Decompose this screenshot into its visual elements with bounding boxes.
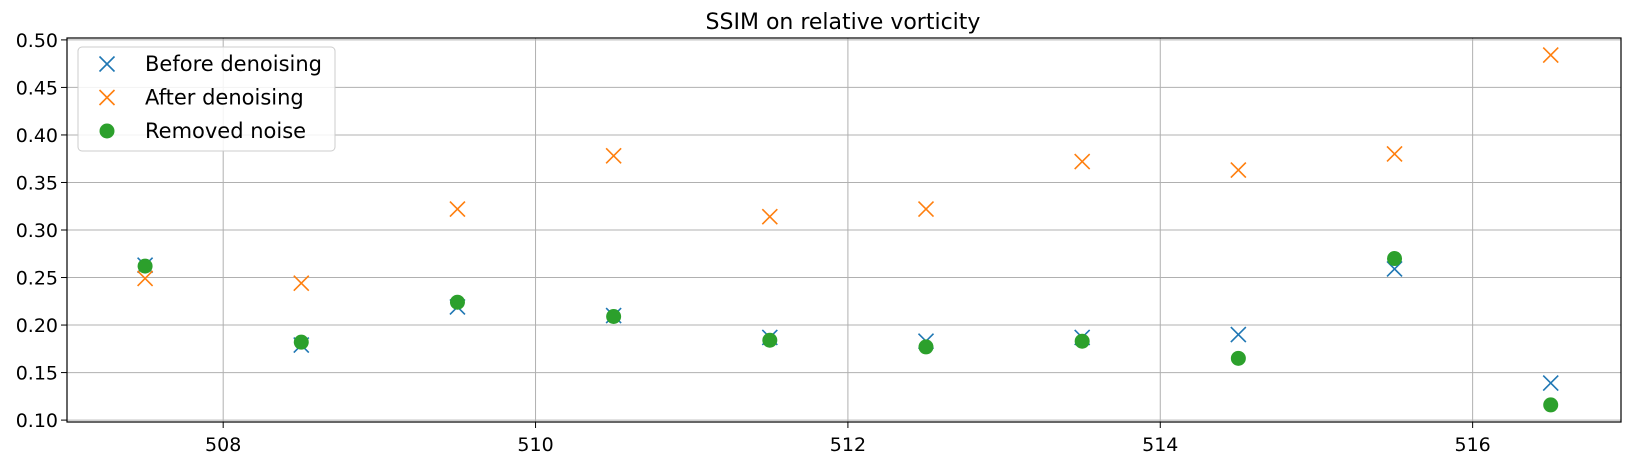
marker-stroke (293, 275, 310, 292)
marker-stroke (1386, 145, 1403, 163)
x-tick-label: 510 (517, 434, 553, 456)
data-point (1387, 251, 1403, 267)
data-point (1074, 153, 1091, 170)
data-point (917, 201, 935, 218)
legend-item: Removed noise (99, 119, 306, 143)
data-marks (137, 47, 1559, 413)
legend-marker (99, 123, 115, 139)
marker-stroke (137, 270, 154, 287)
marker-stroke (449, 201, 466, 218)
data-point (1230, 326, 1247, 343)
data-point (1542, 47, 1559, 64)
data-point (293, 275, 310, 292)
data-point (1542, 374, 1559, 392)
data-point (918, 339, 934, 355)
legend-box (77, 46, 336, 152)
data-point (1386, 145, 1403, 163)
y-tick-label: 0.10 (16, 410, 58, 432)
y-tick-label: 0.45 (16, 77, 58, 99)
data-point (606, 308, 622, 324)
y-tick-label: 0.30 (16, 220, 58, 242)
legend-label: Before denoising (145, 52, 322, 76)
data-point (293, 334, 309, 350)
marker-stroke (1542, 47, 1559, 64)
legend-marker (98, 89, 116, 106)
legend-item: Before denoising (98, 52, 322, 76)
y-tick-label: 0.20 (16, 315, 58, 337)
data-point (449, 201, 466, 218)
y-tick-label: 0.15 (16, 363, 58, 385)
y-tick-label: 0.35 (16, 172, 58, 194)
marker-stroke (98, 89, 116, 106)
x-tick-label: 514 (1142, 434, 1178, 456)
legend-item: After denoising (98, 86, 304, 110)
chart-title: SSIM on relative vorticity (706, 10, 981, 35)
y-tick-label: 0.40 (16, 125, 58, 147)
data-point (1543, 397, 1559, 413)
marker-stroke (1542, 374, 1559, 392)
data-point (1230, 350, 1246, 366)
data-point (1230, 162, 1247, 179)
y-tick-label: 0.50 (16, 30, 58, 52)
data-point (137, 270, 154, 287)
series-removed-noise (137, 251, 1559, 413)
legend-label: Removed noise (145, 119, 306, 143)
data-point (1074, 333, 1090, 349)
marker-stroke (761, 208, 778, 225)
marker-stroke (98, 55, 116, 73)
y-tick-label: 0.25 (16, 268, 58, 290)
marker-stroke (1230, 326, 1247, 343)
marker-stroke (1230, 162, 1247, 179)
data-point (605, 147, 622, 164)
data-point (761, 208, 778, 225)
marker-stroke (605, 147, 622, 164)
x-tick-label: 508 (205, 434, 241, 456)
legend-marker (98, 55, 116, 73)
marker-stroke (917, 201, 935, 218)
marker-stroke (1074, 153, 1091, 170)
data-point (762, 332, 778, 348)
data-point (137, 258, 153, 274)
x-tick-label: 516 (1454, 434, 1490, 456)
series-after-denoising (137, 47, 1559, 292)
data-point (449, 294, 465, 310)
x-tick-label: 512 (830, 434, 866, 456)
legend: Before denoising After denoising Removed n… (77, 46, 336, 152)
axes: 508 510 512 514 516 0.10 0.15 0.20 0.25 0.30 0.35 0… (16, 30, 1622, 456)
legend-label: After denoising (145, 86, 304, 110)
